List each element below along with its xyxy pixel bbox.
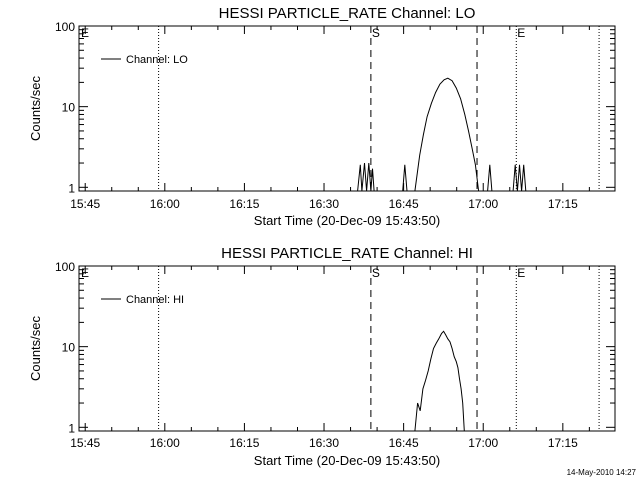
x-tick-label: 16:30 <box>309 197 339 211</box>
x-tick-label: 16:45 <box>389 436 419 450</box>
x-tick-label: 17:00 <box>468 197 498 211</box>
y-tick-label: 10 <box>62 341 76 355</box>
panel-hi: HESSI PARTICLE_RATE Channel: HI 15:45 16:0… <box>28 245 616 468</box>
series-line <box>414 330 465 432</box>
plot-frame <box>78 265 616 432</box>
x-tick-label: 16:45 <box>389 197 419 211</box>
x-tick-label: 16:30 <box>309 436 339 450</box>
marker-label: E <box>517 26 525 40</box>
legend-label: Channel: LO <box>126 54 188 66</box>
x-axis-label: Start Time (20-Dec-09 15:43:50) <box>254 453 440 468</box>
y-tick-label: 1 <box>68 421 75 435</box>
x-tick-label: 17:15 <box>548 197 578 211</box>
series-line <box>357 77 527 192</box>
x-tick-label: 17:15 <box>548 436 578 450</box>
x-tick-label: 16:00 <box>150 436 180 450</box>
panel-lo: HESSI PARTICLE_RATE Channel: LO 15:45 16:0… <box>28 5 616 228</box>
x-tick-label: 17:00 <box>468 436 498 450</box>
y-tick-label: 100 <box>55 260 75 274</box>
legend-label: Channel: HI <box>126 294 184 306</box>
marker-label: E <box>517 266 525 280</box>
x-tick-label: 15:45 <box>70 197 100 211</box>
x-axis-label: Start Time (20-Dec-09 15:43:50) <box>254 213 440 228</box>
marker-label: E <box>81 266 89 280</box>
marker-label: S <box>372 266 380 280</box>
x-tick-label: 15:45 <box>70 436 100 450</box>
y-tick-label: 10 <box>62 101 76 115</box>
y-tick-label: 1 <box>68 181 75 195</box>
y-axis-label: Counts/sec <box>28 75 43 141</box>
y-tick-label: 100 <box>55 20 75 34</box>
x-tick-label: 16:15 <box>229 197 259 211</box>
plot-frame <box>78 25 616 192</box>
x-tick-label: 16:00 <box>150 197 180 211</box>
timestamp: 14-May-2010 14:27 <box>567 468 637 477</box>
x-tick-label: 16:15 <box>229 436 259 450</box>
y-axis-label: Counts/sec <box>28 315 43 381</box>
chart-title: HESSI PARTICLE_RATE Channel: LO <box>219 5 476 22</box>
marker-label: E <box>81 26 89 40</box>
marker-label: S <box>372 26 380 40</box>
chart-title: HESSI PARTICLE_RATE Channel: HI <box>221 245 473 262</box>
